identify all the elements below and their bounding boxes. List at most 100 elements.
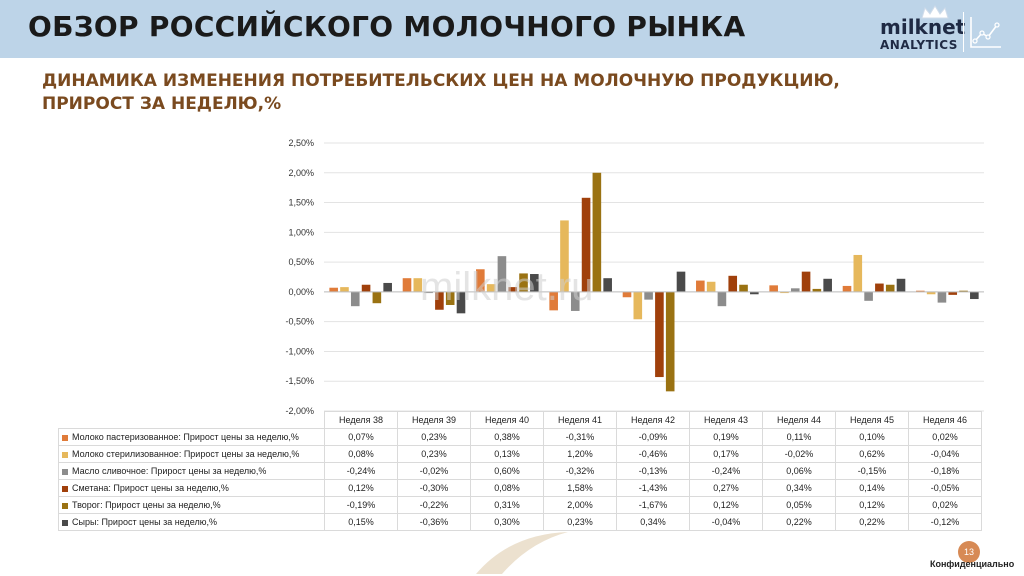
bar (823, 278, 832, 292)
bar (948, 291, 958, 295)
y-tick-label: 2,00% (288, 168, 314, 178)
y-tick-label: 0,00% (288, 287, 314, 297)
table-cell: 0,12% (689, 496, 763, 514)
table-cell: 0,34% (616, 513, 690, 531)
bar (769, 285, 778, 292)
table-cell: -0,09% (616, 428, 690, 446)
table-row: Сыры: Прирост цены за неделю,% 0,15% -0,36… (58, 513, 982, 531)
bar (655, 291, 664, 378)
bar (622, 291, 632, 298)
bar (570, 291, 580, 311)
table-cell: -0,18% (908, 462, 982, 480)
bar (329, 287, 338, 292)
series-name: Творог: Прирост цены за неделю,% (72, 500, 221, 510)
table-cell: 0,14% (835, 479, 909, 497)
table-corner (59, 412, 325, 429)
subtitle-line-1: ДИНАМИКА ИЗМЕНЕНИЯ ПОТРЕБИТЕЛЬСКИХ ЦЕН Н… (42, 71, 840, 91)
table-row: Творог: Прирост цены за неделю,% -0,19% -0… (58, 496, 982, 514)
bar (456, 291, 466, 314)
bar (959, 290, 968, 292)
bar (497, 256, 507, 292)
table-cell: 0,11% (762, 428, 836, 446)
bar (926, 291, 936, 295)
bar (549, 291, 558, 311)
y-tick-label: -1,50% (285, 376, 314, 386)
logo-text: milknet (880, 15, 966, 39)
series-label: Сыры: Прирост цены за неделю,% (58, 513, 325, 531)
table-cell: 0,08% (324, 445, 398, 463)
page-number: 13 (958, 541, 980, 563)
bar (780, 291, 789, 294)
table-cell: 0,05% (762, 496, 836, 514)
bar (916, 290, 925, 292)
legend-swatch (62, 519, 68, 526)
bar (676, 271, 686, 292)
bar (530, 274, 539, 292)
logo-divider (963, 12, 964, 52)
table-cell: -0,30% (397, 479, 471, 497)
table-cell: -0,12% (908, 513, 982, 531)
series-name: Молоко стерилизованное: Прирост цены за … (72, 449, 300, 459)
bar (560, 220, 569, 292)
table-row: Сметана: Прирост цены за неделю,% 0,12% -0… (58, 479, 982, 497)
table-cell: 0,22% (762, 513, 836, 531)
bar (801, 271, 811, 292)
table-cell: -0,13% (616, 462, 690, 480)
table-cell: -0,31% (543, 428, 617, 446)
table-cell: 0,60% (470, 462, 544, 480)
table-cell: -1,67% (616, 496, 690, 514)
bar (812, 288, 822, 292)
bar (896, 278, 906, 292)
bar (603, 278, 612, 292)
table-cell: -0,36% (397, 513, 471, 531)
table-header-week: Неделя 45 (835, 411, 909, 429)
line-chart-icon (970, 17, 1001, 48)
bar (885, 284, 895, 292)
bar (592, 172, 602, 292)
bar (424, 291, 433, 294)
decorative-arc (476, 532, 568, 574)
table-cell: 0,19% (689, 428, 763, 446)
bar (435, 291, 444, 310)
bar (842, 285, 852, 292)
table-cell: 0,23% (397, 428, 471, 446)
bar (476, 269, 485, 292)
table-cell: 0,31% (470, 496, 544, 514)
table-header-week: Неделя 38 (324, 411, 398, 429)
table-header-week: Неделя 44 (762, 411, 836, 429)
series-name: Сметана: Прирост цены за неделю,% (72, 483, 229, 493)
logo-subtext: ANALYTICS (880, 38, 958, 52)
legend-swatch (62, 485, 68, 492)
bar (706, 281, 716, 292)
legend-swatch (62, 434, 68, 441)
bar (875, 283, 884, 292)
bar (937, 291, 947, 303)
series-label: Творог: Прирост цены за неделю,% (58, 496, 325, 514)
y-tick-label: 2,50% (288, 138, 314, 148)
series-name: Масло сливочное: Прирост цены за неделю,… (72, 466, 267, 476)
header-bar: ОБЗОР РОССИЙСКОГО МОЛОЧНОГО РЫНКА milkne… (0, 0, 1024, 58)
table-cell: 0,38% (470, 428, 544, 446)
table-cell: -0,32% (543, 462, 617, 480)
bar (372, 291, 382, 304)
table-cell: 0,06% (762, 462, 836, 480)
bar (402, 278, 412, 292)
bar (739, 284, 748, 292)
table-row: Масло сливочное: Прирост цены за неделю,… (58, 462, 982, 480)
y-tick-label: -1,00% (285, 346, 314, 356)
series-name: Молоко пастеризованное: Прирост цены за … (72, 432, 299, 442)
table-header-week: Неделя 43 (689, 411, 763, 429)
table-cell: 1,58% (543, 479, 617, 497)
legend-swatch (62, 468, 68, 475)
page-title: ОБЗОР РОССИЙСКОГО МОЛОЧНОГО РЫНКА (28, 10, 746, 43)
table-cell: 0,23% (397, 445, 471, 463)
series-label: Молоко стерилизованное: Прирост цены за … (58, 445, 325, 463)
table-cell: 1,20% (543, 445, 617, 463)
table-cell: -0,02% (397, 462, 471, 480)
table-cell: -1,43% (616, 479, 690, 497)
bar (519, 273, 528, 292)
bar (717, 291, 727, 307)
table-header-week: Неделя 41 (543, 411, 617, 429)
table-cell: -0,46% (616, 445, 690, 463)
